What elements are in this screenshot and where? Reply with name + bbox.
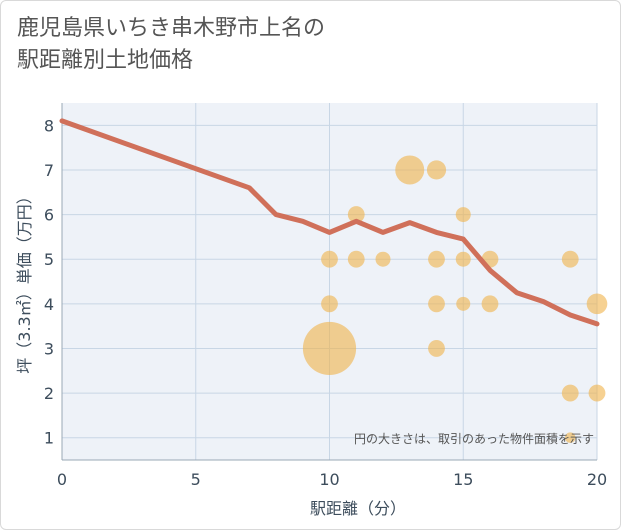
bubble (428, 295, 445, 313)
bubble (321, 295, 338, 313)
bubble (428, 250, 445, 268)
bubble (564, 432, 576, 443)
bubbles (302, 155, 608, 443)
bubble (456, 296, 471, 311)
bubble (347, 250, 365, 268)
x-tick-label: 10 (319, 470, 339, 489)
y-tick-label: 5 (44, 250, 54, 269)
bubble (302, 321, 357, 376)
bubble (588, 384, 606, 402)
chart-title-line2: 駅距離別土地価格 (17, 48, 194, 73)
y-tick-label: 6 (44, 206, 54, 225)
x-tick-label: 5 (191, 470, 201, 489)
trend-line (59, 118, 600, 327)
y-tick-label: 3 (44, 339, 54, 358)
y-tick-label: 2 (44, 384, 54, 403)
y-tick-labels: 1 2 3 4 5 6 7 8 (44, 116, 54, 447)
bubble (561, 384, 579, 402)
bubble (426, 160, 447, 180)
bubble (395, 155, 425, 185)
bubble (561, 250, 579, 268)
y-tick-label: 8 (44, 116, 54, 135)
bubble (347, 206, 365, 223)
y-tick-label: 4 (44, 295, 54, 314)
x-tick-label: 0 (57, 470, 67, 489)
bubble (375, 251, 391, 267)
bubble (455, 207, 471, 223)
x-tick-label: 20 (587, 470, 607, 489)
bubble (455, 251, 471, 267)
y-axis-label: 坪（3.3㎡）単価（万円） (15, 188, 34, 373)
y-tick-label: 1 (44, 429, 54, 448)
bubble (481, 295, 499, 313)
x-tick-label: 15 (453, 470, 473, 489)
y-tick-label: 7 (44, 161, 54, 180)
bubble (586, 293, 608, 315)
trend-line-group (59, 118, 600, 327)
chart-title: 鹿児島県いちき串木野市上名の 駅距離別土地価格 (17, 13, 325, 77)
x-axis-label: 駅距離（分） (310, 499, 406, 518)
bubble (321, 250, 338, 268)
bubble (428, 340, 445, 357)
chart-title-line1: 鹿児島県いちき串木野市上名の (17, 16, 326, 41)
size-note: 円の大きさは、取引のあった物件面積を示す (354, 431, 594, 446)
x-tick-labels: 0 5 10 15 20 (57, 470, 607, 489)
